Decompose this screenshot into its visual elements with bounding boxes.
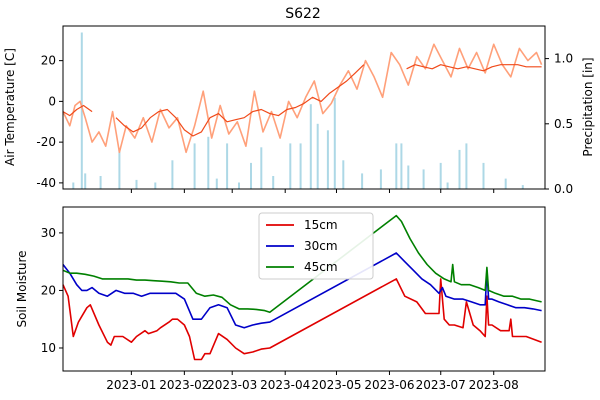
precipitation-bar xyxy=(171,160,174,189)
legend-label: 15cm xyxy=(304,218,338,232)
precipitation-axis-label: Precipitation [in] xyxy=(581,57,595,156)
temperature-tick-label: -20 xyxy=(36,135,56,149)
date-tick-label: 2023-04 xyxy=(260,378,310,392)
precipitation-tick-label: 0.0 xyxy=(554,182,573,196)
precipitation-bar xyxy=(342,160,345,189)
soil-moisture-axis-ticks: 10 20 30 xyxy=(41,226,63,355)
legend-label: 45cm xyxy=(304,260,338,274)
precipitation-tick-label: 0.5 xyxy=(554,117,573,131)
precipitation-bar xyxy=(99,176,102,189)
legend-box xyxy=(258,212,374,280)
precipitation-bar xyxy=(80,32,83,189)
chart-title: S622 xyxy=(285,6,321,22)
precipitation-bar xyxy=(309,104,312,189)
date-tick-label: 2023-06 xyxy=(364,378,414,392)
temperature-axis-ticks: -40 -20 0 20 xyxy=(36,54,63,190)
precipitation-bar xyxy=(250,162,252,189)
precipitation-bar xyxy=(482,162,485,189)
precipitation-bars xyxy=(72,32,524,189)
precipitation-bar xyxy=(84,173,87,189)
precipitation-bar xyxy=(289,143,292,189)
precipitation-bar xyxy=(521,185,524,189)
precipitation-bar xyxy=(193,143,196,189)
temperature-tick-label: 20 xyxy=(41,54,56,68)
legend-label: 30cm xyxy=(304,239,338,253)
precipitation-axis-ticks: 0.0 0.5 1.0 xyxy=(545,52,573,196)
precipitation-bar xyxy=(333,97,336,189)
soil-moisture-line-15cm xyxy=(62,278,542,361)
precipitation-bar xyxy=(207,136,210,189)
precipitation-bar xyxy=(72,182,75,189)
precipitation-bar xyxy=(361,173,364,189)
date-tick-label: 2023-08 xyxy=(469,378,519,392)
precipitation-bar xyxy=(504,178,507,189)
top-x-ticks xyxy=(130,189,495,193)
date-tick-label: 2023-02 xyxy=(159,378,209,392)
soil-moisture-lines xyxy=(62,214,542,361)
soil-moisture-tick-label: 20 xyxy=(41,283,56,297)
temperature-lines xyxy=(62,43,543,154)
date-tick-label: 2023-07 xyxy=(416,378,466,392)
precipitation-bar xyxy=(326,130,329,189)
precipitation-bar xyxy=(215,178,218,189)
legend: 15cm 30cm 45cm xyxy=(258,212,374,280)
top-axes-frame xyxy=(62,25,546,190)
date-tick-label: 2023-01 xyxy=(106,378,156,392)
bottom-axes-frame xyxy=(62,206,546,372)
temperature-precipitation-panel: S622 -40 -20 0 20 0.0 0.5 1.0 Air Temperature… xyxy=(3,6,595,196)
precipitation-bar xyxy=(118,149,121,189)
soil-moisture-axis-label: Soil Moisture xyxy=(15,250,29,327)
precipitation-bar xyxy=(272,176,275,189)
precipitation-bar xyxy=(260,147,263,189)
precipitation-bar xyxy=(465,143,468,189)
precipitation-bar xyxy=(226,143,229,189)
precipitation-bar xyxy=(299,143,302,189)
temperature-tick-label: -40 xyxy=(36,176,56,190)
precipitation-bar xyxy=(422,169,425,189)
precipitation-bar xyxy=(458,149,461,189)
date-tick-label: 2023-03 xyxy=(207,378,257,392)
precipitation-bar xyxy=(316,123,319,189)
precipitation-bar xyxy=(379,169,382,189)
temperature-smoothed-line xyxy=(62,64,542,137)
soil-moisture-tick-label: 10 xyxy=(41,341,56,355)
soil-moisture-tick-label: 30 xyxy=(41,226,56,240)
precipitation-tick-label: 1.0 xyxy=(554,52,573,66)
soil-moisture-line-45cm xyxy=(62,214,542,314)
precipitation-bar xyxy=(238,182,240,189)
temperature-axis-label: Air Temperature [C] xyxy=(3,48,17,166)
precipitation-bar xyxy=(400,143,403,189)
precipitation-bar xyxy=(439,162,442,189)
date-tick-label: 2023-05 xyxy=(311,378,361,392)
precipitation-bar xyxy=(446,182,449,189)
precipitation-bar xyxy=(395,143,398,189)
temperature-raw-line xyxy=(62,43,543,154)
precipitation-bar xyxy=(154,182,157,189)
precipitation-bar xyxy=(407,165,410,189)
precipitation-bar xyxy=(135,179,138,189)
temperature-tick-label: 0 xyxy=(48,94,56,108)
